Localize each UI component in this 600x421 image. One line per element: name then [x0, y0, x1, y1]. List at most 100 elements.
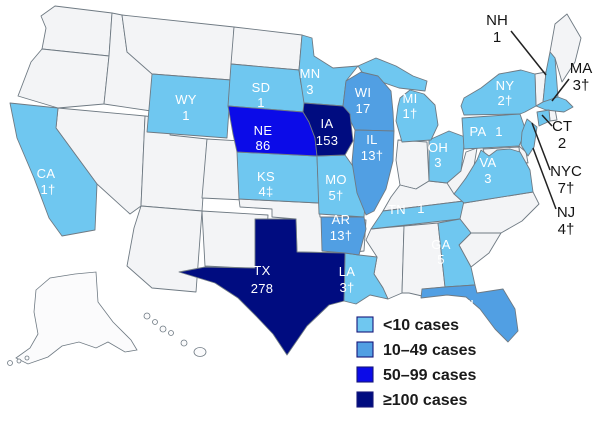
state-ks — [236, 151, 320, 204]
label-ga-abbr: GA — [431, 237, 450, 252]
callout-nyc-abbr: NYC — [550, 163, 582, 180]
alaska-island — [24, 355, 30, 361]
label-mn-value: 3 — [306, 82, 314, 97]
callout-nj-value: 4† — [558, 221, 575, 238]
legend-label-10-49: 10–49 cases — [383, 342, 477, 359]
label-tx-value: 278 — [251, 281, 274, 296]
label-va-value: 3 — [484, 171, 492, 186]
state-wy — [146, 73, 232, 139]
label-oh-value: 3 — [434, 155, 442, 170]
legend-swatch-lt10 — [356, 316, 374, 333]
label-mo-value: 5† — [328, 188, 343, 203]
label-mi-value: 1† — [402, 106, 417, 121]
state-ca — [9, 102, 98, 237]
label-ca-abbr: CA — [37, 166, 56, 181]
state-ak — [15, 271, 138, 365]
state-me — [549, 13, 582, 83]
label-ks-abbr: KS — [257, 169, 275, 184]
label-tx-abbr: TX — [253, 263, 270, 278]
hawaii-island — [159, 325, 167, 333]
label-fl-abbr: FL — [462, 297, 478, 312]
label-tn-abbr: TN — [388, 202, 406, 217]
state-nh — [542, 51, 559, 103]
label-wi-abbr: WI — [355, 85, 371, 100]
nh-leader-line — [510, 30, 547, 76]
label-pa-abbr: PA — [470, 124, 487, 139]
ct-leader-line — [541, 114, 553, 127]
state-mi — [395, 89, 439, 143]
label-il-value: 13† — [361, 148, 384, 163]
label-mi-abbr: MI — [402, 91, 417, 106]
label-la-value: 3† — [339, 280, 354, 295]
label-tn-value: 1 — [417, 201, 425, 216]
state-ia — [302, 102, 354, 157]
callout-nj-abbr: NJ — [557, 204, 575, 221]
legend-label-50-99: 50–99 cases — [383, 367, 477, 384]
state-ct — [536, 109, 551, 127]
state-nj — [520, 118, 538, 157]
lt10-states — [9, 34, 574, 305]
label-il-abbr: IL — [366, 132, 377, 147]
callout-nh-value: 1 — [493, 29, 501, 46]
state-tx — [178, 218, 346, 356]
state-or — [17, 48, 110, 109]
label-sd-value: 1 — [257, 95, 265, 110]
hawaii-island — [193, 347, 207, 357]
state-la — [343, 252, 389, 305]
label-wi-value: 17 — [355, 101, 370, 116]
gte100-states — [178, 102, 354, 356]
label-ne-abbr: NE — [254, 123, 273, 138]
callout-ma-abbr: MA — [570, 60, 593, 77]
callout-ct-abbr: CT — [552, 118, 572, 135]
leader-lines — [510, 30, 570, 210]
hawaii-island — [180, 339, 188, 347]
label-ny-value: 2† — [497, 93, 512, 108]
label-ca-value: 1† — [40, 182, 55, 197]
nyc-leader-line — [531, 122, 551, 171]
ma-leader-line — [551, 78, 570, 102]
state-az — [126, 205, 203, 293]
callout-nyc-value: 7† — [558, 180, 575, 197]
label-oh-abbr: OH — [428, 140, 448, 155]
label-ia-value: 153 — [316, 133, 339, 148]
state-wa — [40, 5, 113, 57]
label-ia-abbr: IA — [321, 116, 334, 131]
alaska-island — [7, 360, 13, 366]
legend-label-gte100: ≥100 cases — [383, 392, 468, 409]
label-ne-value: 86 — [255, 138, 270, 153]
legend-swatch-10-49 — [356, 341, 374, 358]
state-mn — [298, 34, 359, 107]
state-labels: WY 1 CA 1† SD 1 MN 3 NE 86 IA 153 WI 17 … — [37, 66, 515, 325]
hawaii-island — [168, 330, 174, 336]
callout-ct-value: 2 — [558, 135, 566, 152]
label-wy-abbr: WY — [175, 92, 197, 107]
nj-leader-line — [532, 147, 557, 210]
label-ks-value: 4‡ — [258, 184, 273, 199]
state-nd — [230, 26, 303, 71]
label-mo-abbr: MO — [325, 172, 347, 187]
legend: <10 cases 10–49 cases 50–99 cases ≥100 c… — [356, 316, 477, 409]
label-mn-abbr: MN — [300, 66, 321, 81]
label-ga-value: 5 — [437, 252, 445, 267]
legend-label-lt10: <10 cases — [383, 317, 459, 334]
hawaii-island — [152, 319, 158, 325]
bin10-49-states — [320, 71, 519, 343]
label-la-abbr: LA — [339, 264, 356, 279]
label-ny-abbr: NY — [496, 78, 515, 93]
label-wy-value: 1 — [182, 108, 190, 123]
hawaii-island — [143, 312, 151, 320]
label-ar-value: 13† — [330, 228, 353, 243]
state-va — [453, 148, 534, 204]
legend-swatch-gte100 — [356, 391, 374, 408]
label-pa-value: 1 — [495, 124, 503, 139]
label-fl-value: 32† — [459, 310, 482, 325]
label-va-abbr: VA — [480, 155, 497, 170]
state-fl — [420, 284, 519, 343]
callout-nh-abbr: NH — [486, 12, 508, 29]
callout-labels: NH 1 MA 3† CT 2 NYC 7† NJ 4† — [486, 12, 592, 238]
state-ar — [320, 216, 367, 256]
legend-swatch-50-99 — [356, 366, 374, 383]
callout-ma-value: 3† — [573, 77, 590, 94]
